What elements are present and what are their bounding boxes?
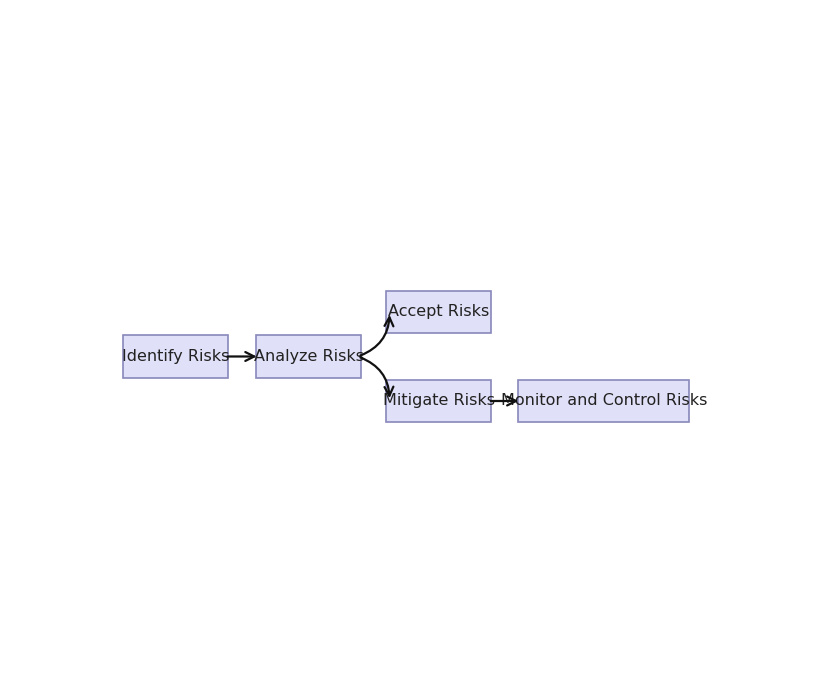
FancyBboxPatch shape <box>123 335 228 378</box>
FancyBboxPatch shape <box>518 379 690 422</box>
Text: Identify Risks: Identify Risks <box>122 349 229 364</box>
FancyBboxPatch shape <box>256 335 361 378</box>
FancyBboxPatch shape <box>387 379 491 422</box>
Text: Accept Risks: Accept Risks <box>388 305 490 320</box>
FancyBboxPatch shape <box>387 290 491 333</box>
Text: Analyze Risks: Analyze Risks <box>254 349 364 364</box>
Text: Monitor and Control Risks: Monitor and Control Risks <box>500 394 707 409</box>
Text: Mitigate Risks: Mitigate Risks <box>382 394 495 409</box>
